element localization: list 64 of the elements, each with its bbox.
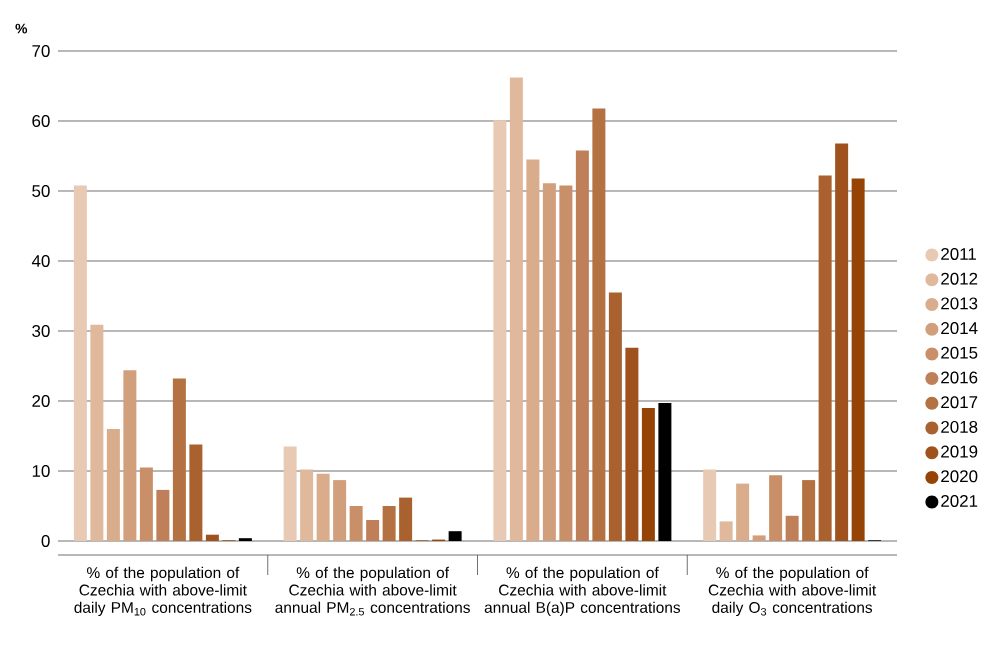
- y-tick-label: 50: [32, 185, 50, 197]
- bar: [703, 469, 717, 541]
- legend-label: 2019: [941, 445, 978, 458]
- legend-label: 2020: [941, 470, 978, 483]
- bar: [106, 429, 120, 541]
- bar: [399, 497, 413, 541]
- bar: [366, 520, 380, 541]
- legend-label: 2017: [941, 396, 978, 409]
- legend-label: 2015: [941, 346, 978, 359]
- bar: [73, 185, 87, 541]
- bar: [785, 515, 799, 541]
- bar: [333, 480, 347, 541]
- bar: [316, 473, 330, 541]
- bar: [382, 506, 396, 541]
- legend-label: 2012: [941, 272, 978, 285]
- bar: [172, 378, 186, 541]
- bar: [123, 370, 137, 541]
- bar: [641, 408, 655, 541]
- y-tick-label: 30: [32, 325, 50, 337]
- legend-label: 2021: [941, 494, 978, 507]
- bar: [509, 77, 523, 541]
- y-tick-label: 10: [32, 465, 50, 477]
- bar: [851, 178, 865, 541]
- bar: [493, 120, 507, 541]
- bar: [189, 444, 203, 541]
- bar: [818, 175, 832, 541]
- bar: [90, 324, 104, 541]
- bar: [592, 108, 606, 541]
- bar: [300, 469, 314, 541]
- bar: [719, 521, 733, 541]
- bar: [526, 159, 540, 541]
- x-tick-label: % of the population of Czechia with above-limit annual PM$_{2.5}$ concentrations: [275, 566, 470, 616]
- y-tick-label: 70: [32, 45, 50, 57]
- bar: [658, 403, 672, 541]
- x-tick-label: % of the population of Czechia with above-limit annual B(a)P concentrations: [484, 566, 681, 617]
- legend-label: 2016: [941, 371, 978, 384]
- y-axis-title: %: [15, 23, 28, 34]
- bar: [802, 480, 816, 541]
- bar: [349, 506, 363, 541]
- legend-label: 2011: [941, 247, 976, 260]
- bar: [752, 535, 766, 541]
- bar: [238, 538, 252, 541]
- bar: [835, 143, 849, 541]
- bar: [283, 446, 297, 541]
- bar: [736, 483, 750, 541]
- bar: [575, 150, 589, 541]
- legend-label: 2018: [941, 420, 978, 433]
- bar: [205, 534, 219, 541]
- y-tick-label: 40: [31, 255, 50, 267]
- x-tick-label: % of the population of Czechia with above-limit daily O$_{3}$ concentrations: [708, 566, 877, 617]
- bar: [559, 185, 573, 541]
- y-tick-label: 60: [32, 115, 50, 127]
- bar: [542, 183, 556, 541]
- bar: [139, 467, 153, 541]
- x-tick-label: % of the population of Czechia with above-limit daily PM$_{10}$ concentrations: [74, 566, 252, 617]
- y-tick-label: 0: [41, 535, 50, 547]
- legend-label: 2014: [941, 322, 978, 335]
- bar: [156, 489, 170, 541]
- legend-label: 2013: [941, 297, 978, 310]
- bar: [608, 292, 622, 541]
- bar: [625, 347, 639, 541]
- bar: [448, 531, 462, 541]
- bar: [769, 475, 783, 541]
- y-tick-label: 20: [32, 395, 50, 407]
